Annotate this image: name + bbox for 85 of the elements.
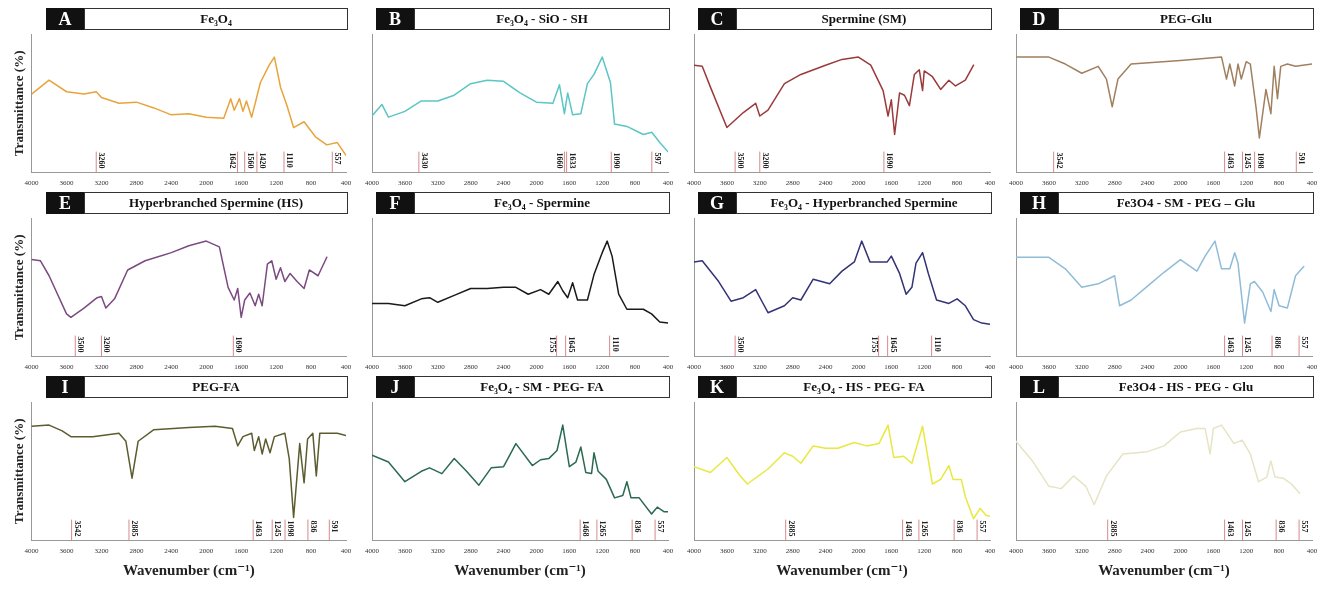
ref-line-label: 1463 bbox=[1225, 152, 1235, 169]
ref-line-label: 1645 bbox=[566, 336, 576, 353]
ref-line-label: 886 bbox=[1272, 336, 1282, 349]
ref-line-label: 1463 bbox=[1225, 336, 1235, 353]
chart-title: Fe₃O₄ - HS - PEG- FA bbox=[736, 376, 992, 398]
ref-line-label: 557 bbox=[978, 520, 988, 533]
ref-line-label: 1245 bbox=[1243, 152, 1253, 169]
chart-title: Fe₃O₄ - Hyperbranched Spermine bbox=[736, 192, 992, 214]
ref-line-label: 3200 bbox=[760, 152, 770, 169]
ref-line-label: 2885 bbox=[1108, 520, 1118, 537]
ref-line-label: 591 bbox=[1297, 152, 1307, 165]
ref-line-label: 1645 bbox=[888, 336, 898, 353]
text: J bbox=[376, 376, 414, 398]
ref-line-label: 3260 bbox=[97, 152, 107, 169]
text: I bbox=[46, 376, 84, 398]
ref-line-label: 1420 bbox=[257, 152, 267, 169]
ref-line-label: 836 bbox=[633, 520, 643, 533]
chart-title: PEG-FA bbox=[84, 376, 348, 398]
ref-line-label: 3200 bbox=[102, 336, 112, 353]
ref-line-label: 1265 bbox=[597, 520, 607, 537]
ref-line-label: 557 bbox=[1300, 336, 1310, 349]
text: E bbox=[46, 192, 84, 214]
ref-line-label: 1463 bbox=[1225, 520, 1235, 537]
ref-line-label: 557 bbox=[656, 520, 666, 533]
ref-line-label: 557 bbox=[333, 152, 343, 165]
ref-line-label: 1265 bbox=[919, 520, 929, 537]
text: H bbox=[1020, 192, 1058, 214]
ref-line-label: 1098 bbox=[1255, 152, 1265, 169]
ref-line-label: 1463 bbox=[903, 520, 913, 537]
ref-line-label: 1098 bbox=[285, 520, 295, 537]
x-axis-title: Wavenumber (cm⁻¹) bbox=[122, 561, 255, 579]
y-axis-title: Transmittance (%) bbox=[11, 234, 27, 341]
ref-line-label: 3500 bbox=[736, 152, 746, 169]
ref-line-label: 1245 bbox=[1243, 520, 1253, 537]
chart-title: Fe₃O₄ - SM - PEG- FA bbox=[414, 376, 670, 398]
ref-line-label: 1690 bbox=[884, 152, 894, 169]
ref-line-label: 3500 bbox=[76, 336, 86, 353]
x-axis-title: Wavenumber (cm⁻¹) bbox=[776, 561, 908, 579]
ref-line-label: 1690 bbox=[234, 336, 244, 353]
ref-line-label: 597 bbox=[652, 152, 662, 165]
text: A bbox=[46, 8, 84, 30]
ref-line-label: 1660 bbox=[555, 152, 565, 169]
chart-title: Fe₃O₄ - SiO - SH bbox=[414, 8, 670, 30]
chart-title: Fe3O4 - SM - PEG – Glu bbox=[1058, 192, 1314, 214]
ref-line-label: 1245 bbox=[273, 520, 283, 537]
ref-line-label: 1110 bbox=[932, 336, 942, 352]
text: K bbox=[698, 376, 736, 398]
ref-line-label: 1755 bbox=[547, 336, 557, 353]
y-axis-title: Transmittance (%) bbox=[11, 418, 27, 525]
ref-line-label: 3430 bbox=[419, 152, 429, 169]
x-axis-title: Wavenumber (cm⁻¹) bbox=[454, 561, 586, 579]
ref-line-label: 836 bbox=[308, 520, 318, 533]
ref-line-label: 3542 bbox=[72, 520, 82, 537]
ref-line-label: 2885 bbox=[786, 520, 796, 537]
ref-line-label: 3500 bbox=[736, 336, 746, 353]
ref-line-label: 1110 bbox=[284, 152, 294, 168]
ref-line-label: 1642 bbox=[228, 152, 238, 169]
chart-title: Hyperbranched Spermine (HS) bbox=[84, 192, 348, 214]
ref-line-label: 1110 bbox=[610, 336, 620, 352]
text: D bbox=[1020, 8, 1058, 30]
ref-line-label: 591 bbox=[330, 520, 340, 533]
ref-line-label: 1755 bbox=[869, 336, 879, 353]
chart-title: Spermine (SM) bbox=[736, 8, 992, 30]
ref-line-label: 1463 bbox=[254, 520, 264, 537]
text: B bbox=[376, 8, 414, 30]
ref-line-label: 1633 bbox=[567, 152, 577, 169]
chart-title: Fe₃O₄ - Spermine bbox=[414, 192, 670, 214]
y-axis-title: Transmittance (%) bbox=[11, 50, 27, 157]
chart-title: PEG-Glu bbox=[1058, 8, 1314, 30]
ref-line-label: 1090 bbox=[612, 152, 622, 169]
ref-line-label: 836 bbox=[1277, 520, 1287, 533]
ref-line-label: 836 bbox=[955, 520, 965, 533]
ref-line-label: 1245 bbox=[1243, 336, 1253, 353]
x-axis-title: Wavenumber (cm⁻¹) bbox=[1098, 561, 1230, 579]
text: L bbox=[1020, 376, 1058, 398]
ref-line-label: 557 bbox=[1300, 520, 1310, 533]
text: C bbox=[698, 8, 736, 30]
ref-line-label: 3542 bbox=[1054, 152, 1064, 169]
ref-line-label: 2885 bbox=[129, 520, 139, 537]
chart-title: Fe₃O₄ bbox=[84, 8, 348, 30]
ref-line-label: 1468 bbox=[581, 520, 591, 537]
text: F bbox=[376, 192, 414, 214]
text: G bbox=[698, 192, 736, 214]
ref-line-label: 1560 bbox=[245, 152, 255, 169]
chart-title: Fe3O4 - HS - PEG - Glu bbox=[1058, 376, 1314, 398]
